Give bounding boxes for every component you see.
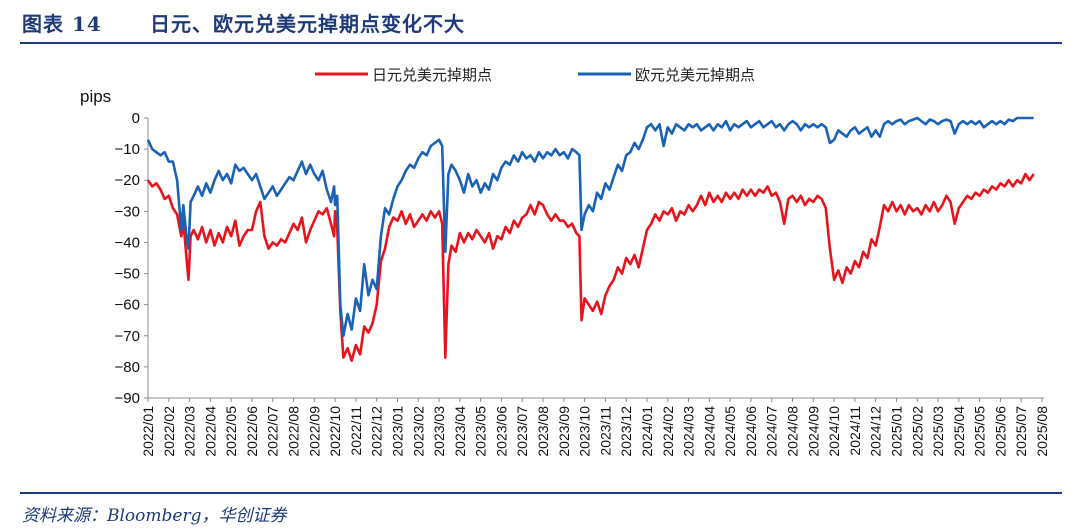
x-tick-label: 2022/04 <box>202 406 218 457</box>
header: 图表 14 日元、欧元兑美元掉期点变化不大 <box>0 0 1080 44</box>
y-tick-label: −80 <box>115 359 140 376</box>
x-tick-label: 2025/05 <box>972 406 988 457</box>
axes <box>147 118 1044 399</box>
x-tick-label: 2022/01 <box>140 406 156 457</box>
x-tick-label: 2024/02 <box>660 406 676 457</box>
x-tick-label: 2024/09 <box>805 406 821 457</box>
x-tick-label: 2024/01 <box>639 406 655 457</box>
x-tick-label: 2024/11 <box>847 406 863 456</box>
x-tick-label: 2025/08 <box>1034 406 1050 457</box>
x-tick-label: 2024/04 <box>701 406 717 457</box>
x-tick-label: 2023/10 <box>577 406 593 457</box>
x-tick-label: 2025/02 <box>909 406 925 457</box>
x-tick-label: 2022/02 <box>161 406 177 457</box>
x-tick-label: 2023/03 <box>431 406 447 457</box>
x-tick-label: 2022/07 <box>265 406 281 457</box>
y-tick-label: −90 <box>115 390 140 407</box>
x-tick-label: 2025/04 <box>951 406 967 457</box>
x-tick-label: 2023/07 <box>514 406 530 457</box>
y-tick-label: 0 <box>132 110 140 127</box>
legend-label-jpy: 日元兑美元掉期点 <box>372 67 492 84</box>
x-tick-label: 2022/09 <box>306 406 322 457</box>
source-note: 资料来源：Bloomberg，华创证券 <box>22 506 287 526</box>
x-tick-label: 2022/11 <box>348 406 364 456</box>
bottom-rule <box>20 492 1062 494</box>
y-tick-label: −20 <box>115 172 140 189</box>
x-tick-label: 2024/10 <box>826 406 842 457</box>
figure-label: 图表 14 <box>22 12 102 36</box>
y-tick-label: −10 <box>115 141 140 158</box>
series-line-jpy <box>146 172 1035 362</box>
legend-label-eur: 欧元兑美元掉期点 <box>635 67 755 84</box>
y-tick-label: −60 <box>115 297 140 314</box>
x-ticks: 2022/01 2022/02 2022/03 2022/04 2022/05 2022/… <box>140 398 1050 457</box>
x-tick-label: 2024/03 <box>681 406 697 457</box>
x-tick-label: 2023/01 <box>389 406 405 457</box>
x-tick-label: 2022/03 <box>182 406 198 457</box>
x-tick-label: 2023/06 <box>493 406 509 457</box>
legend: 日元兑美元掉期点 欧元兑美元掉期点 <box>315 67 755 84</box>
x-tick-label: 2025/03 <box>930 406 946 457</box>
x-tick-label: 2022/08 <box>286 406 302 457</box>
y-axis-label: pips <box>80 87 111 106</box>
x-tick-label: 2022/05 <box>223 406 239 457</box>
x-tick-label: 2024/07 <box>764 406 780 457</box>
y-tick-label: −70 <box>115 328 140 345</box>
x-tick-label: 2023/11 <box>597 406 613 456</box>
x-tick-label: 2025/01 <box>888 406 904 457</box>
x-tick-label: 2024/06 <box>743 406 759 457</box>
y-ticks: 0 −10 −20 −30 −40 −50 −60 −70 −80 −90 <box>115 110 148 407</box>
line-chart: 日元兑美元掉期点 欧元兑美元掉期点 pips 0 −10 −20 −30 −40 −50 −… <box>80 67 1050 457</box>
y-tick-label: −40 <box>115 234 140 251</box>
x-tick-label: 2023/09 <box>556 406 572 457</box>
x-tick-label: 2025/07 <box>1013 406 1029 457</box>
x-tick-label: 2023/12 <box>618 406 634 457</box>
x-tick-label: 2022/10 <box>327 406 343 457</box>
x-tick-label: 2023/05 <box>473 406 489 457</box>
x-tick-label: 2023/04 <box>452 406 468 457</box>
x-tick-label: 2024/05 <box>722 406 738 457</box>
x-tick-label: 2023/02 <box>410 406 426 457</box>
x-tick-label: 2025/06 <box>992 406 1008 457</box>
x-tick-label: 2023/08 <box>535 406 551 457</box>
y-tick-label: −50 <box>115 266 140 283</box>
x-tick-label: 2024/08 <box>785 406 801 457</box>
x-tick-label: 2022/12 <box>369 406 385 457</box>
y-tick-label: −30 <box>115 203 140 220</box>
series-line-eur <box>146 116 1034 338</box>
top-rule <box>20 42 1062 44</box>
x-tick-label: 2022/06 <box>244 406 260 457</box>
x-tick-label: 2024/12 <box>868 406 884 457</box>
series-lines <box>146 116 1035 362</box>
figure-title: 日元、欧元兑美元掉期点变化不大 <box>150 12 465 36</box>
